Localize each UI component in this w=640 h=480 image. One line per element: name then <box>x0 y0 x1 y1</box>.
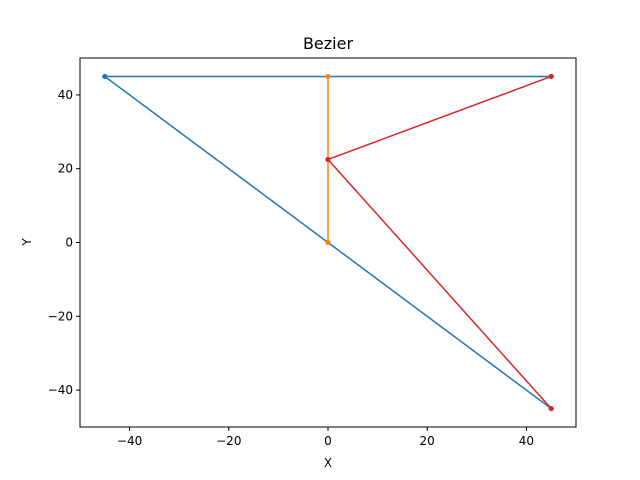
plot-area: −40 −20 0 20 40 −40 −20 0 20 40 <box>48 57 577 448</box>
y-axis-label: Y <box>20 238 34 247</box>
data-point-0-1 <box>102 73 108 80</box>
data-point-1-0 <box>325 73 331 80</box>
x-tick-label: 0 <box>324 434 332 448</box>
y-tick-label: 20 <box>58 162 73 176</box>
data-point-2-0 <box>548 73 554 80</box>
x-tick-label: −20 <box>216 434 241 448</box>
x-axis-label: X <box>324 456 332 470</box>
y-tick-label: −40 <box>48 383 73 397</box>
x-axis-ticks: −40 −20 0 20 40 <box>117 427 534 448</box>
data-point-2-2 <box>548 405 554 412</box>
data-point-1-1 <box>325 239 331 246</box>
x-tick-label: −40 <box>117 434 142 448</box>
data-point-2-1 <box>325 156 331 163</box>
series-2 <box>325 73 554 412</box>
x-tick-label: 20 <box>420 434 435 448</box>
y-axis-ticks: −40 −20 0 20 40 <box>48 88 80 397</box>
y-tick-label: 40 <box>58 88 73 102</box>
x-tick-label: 40 <box>519 434 534 448</box>
y-tick-label: 0 <box>65 236 73 250</box>
chart-title: Bezier <box>303 34 354 53</box>
y-tick-label: −20 <box>48 309 73 323</box>
series-layer <box>102 73 554 412</box>
